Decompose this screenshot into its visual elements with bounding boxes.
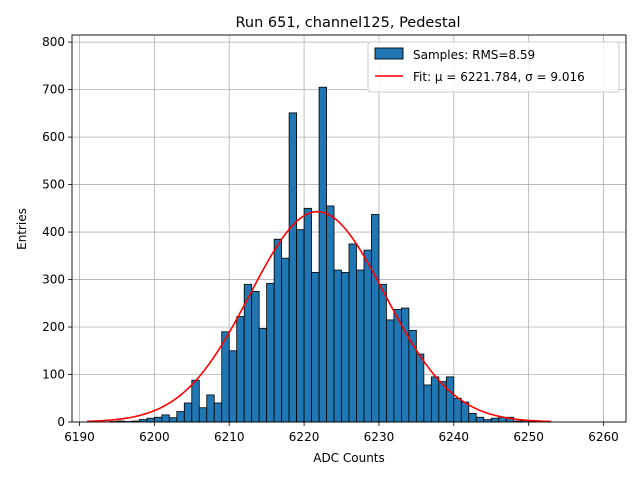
histogram-bar [176,411,185,423]
y-tick-label: 500 [42,178,65,192]
histogram-bar [415,353,425,423]
histogram-bar [258,328,268,423]
histogram-bar [281,257,290,423]
histogram-bar [326,205,335,423]
legend: Samples: RMS=8.59 Fit: μ = 6221.784, σ =… [367,41,620,93]
histogram-bar [273,238,283,423]
histogram-bar [183,402,193,423]
x-tick-label: 6210 [214,430,245,444]
x-tick-label: 6190 [64,430,95,444]
histogram-bar [191,379,200,423]
chart-title: Run 651, channel125, Pedestal [235,15,460,31]
histogram-bar [303,207,312,423]
legend-samples-patch [374,47,404,60]
histogram-bar [311,272,320,423]
x-tick-label: 6220 [289,430,320,444]
x-axis-ticks: 6190 6200 6210 6220 6230 6240 6250 6260 [64,422,619,444]
x-tick-label: 6240 [439,430,470,444]
histogram-bar [356,269,365,423]
histogram-bar [243,283,253,423]
histogram-bar [490,417,500,423]
histogram-bar [371,214,380,423]
histogram-bar [363,249,372,423]
histogram-bar [318,86,327,423]
histogram-bar [266,282,275,423]
y-tick-label: 800 [42,35,65,49]
histogram-bar [251,291,260,423]
legend-samples-label: Samples: RMS=8.59 [413,48,535,62]
histogram-bar [468,413,477,423]
gaussian-fit-curve [86,210,552,423]
histogram-bar [146,417,155,423]
y-tick-label: 600 [42,130,65,144]
histogram-bar [386,319,395,423]
plot-frame [71,34,627,423]
histogram-bar [198,407,208,423]
legend-box [367,41,620,93]
y-axis-ticks: 0 100 200 300 400 500 600 700 800 [42,35,72,429]
y-tick-label: 700 [42,83,65,97]
x-tick-label: 6250 [513,430,544,444]
y-tick-label: 300 [42,273,65,287]
histogram-bar [213,402,223,423]
y-tick-label: 0 [57,415,65,429]
histogram-bar [221,331,230,423]
x-tick-label: 6260 [588,430,619,444]
histogram-bar [393,309,402,423]
histogram-bar [430,376,440,423]
histogram-bar [296,229,305,423]
histogram-bar [445,376,455,423]
fit-curve-group [86,210,552,423]
histogram-bar [161,414,170,423]
histogram-bar [475,416,485,423]
histogram-bar [153,416,163,423]
histogram-bar [341,272,350,423]
legend-fit-label: Fit: μ = 6221.784, σ = 9.016 [413,70,585,84]
histogram-bar [206,394,215,423]
histogram-bar [348,243,357,423]
x-axis-label: ADC Counts [313,451,385,465]
histogram-bars [109,86,537,423]
histogram-bar [236,316,245,423]
histogram-bar [333,269,342,423]
x-tick-label: 6200 [139,430,170,444]
y-axis-label: Entries [15,208,29,250]
histogram-bar [168,417,178,423]
histogram-bar [378,283,387,423]
histogram-bar [288,112,297,423]
y-tick-label: 100 [42,368,65,382]
histogram-bar [453,397,462,423]
x-tick-label: 6230 [364,430,395,444]
histogram-bar [423,384,432,423]
y-tick-label: 200 [42,320,65,334]
histogram-bar [401,307,410,423]
y-tick-label: 400 [42,225,65,239]
histogram-bar [228,350,238,423]
